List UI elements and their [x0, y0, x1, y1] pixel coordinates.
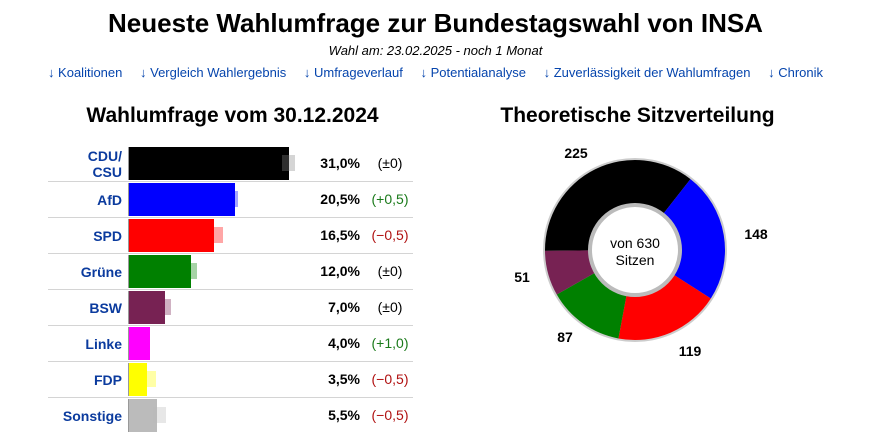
seat-count-label: 119	[679, 343, 702, 359]
poll-row: Sonstige 5,5% (−0,5)	[48, 398, 413, 433]
seat-count-label: 51	[514, 269, 530, 285]
poll-change-label: (−0,5)	[371, 407, 409, 423]
donut-center	[588, 203, 682, 297]
previous-value-marker	[224, 191, 238, 207]
bar-cell	[128, 183, 304, 216]
previous-value-marker	[142, 371, 156, 387]
nav-link-potentialanalyse[interactable]: ↓ Potentialanalyse	[420, 65, 526, 80]
poll-bar	[129, 147, 289, 180]
election-date-subtitle: Wahl am: 23.02.2025 - noch 1 Monat	[328, 43, 543, 58]
party-name-label[interactable]: Linke	[85, 335, 122, 352]
bar-cell	[128, 363, 304, 396]
bar-cell	[128, 219, 304, 252]
poll-bar	[129, 219, 214, 252]
poll-bar	[129, 255, 191, 288]
poll-row: AfD 20,5% (+0,5)	[48, 182, 413, 218]
nav-link-umfrageverlauf[interactable]: ↓ Umfrageverlauf	[303, 65, 403, 80]
poll-bar-chart: CDU/CSU 31,0% (±0) AfD 20,5% (+0,5) SPD 16,5% (−…	[48, 146, 413, 433]
poll-row: FDP 3,5% (−0,5)	[48, 362, 413, 398]
poll-change-label: (±0)	[377, 299, 403, 315]
party-name-label[interactable]: SPD	[93, 227, 122, 244]
donut-slice	[545, 159, 691, 251]
poll-change-label: (±0)	[377, 263, 403, 279]
donut-slice	[662, 179, 725, 299]
page-title: Neueste Wahlumfrage zur Bundestagswahl v…	[108, 8, 763, 38]
party-name-label[interactable]: CDU/CSU	[87, 147, 122, 180]
poll-value-label: 3,5%	[328, 371, 360, 387]
party-name-label[interactable]: BSW	[89, 299, 122, 316]
poll-chart-title: Wahlumfrage vom 30.12.2024	[86, 104, 379, 127]
poll-change-label: (+1,0)	[371, 335, 409, 351]
poll-bar	[129, 363, 147, 396]
poll-change-label: (−0,5)	[371, 227, 409, 243]
poll-bar	[129, 291, 166, 324]
nav-link-koalitionen[interactable]: ↓ Koalitionen	[47, 65, 123, 80]
nav-link-zuverlaessigkeit[interactable]: ↓ Zuverlässigkeit der Wahlumfragen	[543, 65, 751, 80]
poll-value-label: 5,5%	[328, 407, 360, 423]
party-name-label[interactable]: FDP	[94, 371, 122, 388]
poll-row: Linke 4,0% (+1,0)	[48, 326, 413, 362]
party-name-label[interactable]: AfD	[97, 191, 122, 208]
poll-bar	[129, 327, 150, 360]
nav-link-chronik[interactable]: ↓ Chronik	[768, 65, 824, 80]
poll-row: BSW 7,0% (±0)	[48, 290, 413, 326]
previous-value-marker	[152, 407, 166, 423]
section-nav: ↓ Koalitionen ↓ Vergleich Wahlergebnis ↓…	[0, 65, 871, 80]
party-name-label[interactable]: Sonstige	[62, 407, 122, 424]
poll-value-label: 12,0%	[320, 263, 360, 279]
party-name-label[interactable]: Grüne	[80, 263, 122, 280]
donut-slice	[618, 274, 711, 341]
seat-count-label: 87	[557, 329, 573, 345]
donut-center-label: Sitzen	[616, 252, 655, 268]
poll-value-label: 31,0%	[320, 155, 360, 171]
poll-change-label: (+0,5)	[371, 191, 409, 207]
previous-value-marker	[281, 155, 295, 171]
poll-value-label: 20,5%	[320, 191, 360, 207]
bar-cell	[128, 291, 304, 324]
donut-center-label: von 630	[610, 235, 660, 251]
seat-count-label: 225	[564, 145, 588, 161]
poll-bar	[129, 183, 235, 216]
previous-value-marker	[183, 263, 197, 279]
nav-link-vergleich[interactable]: ↓ Vergleich Wahlergebnis	[140, 65, 287, 80]
poll-bar	[129, 399, 158, 432]
poll-value-label: 7,0%	[328, 299, 360, 315]
poll-change-label: (±0)	[377, 155, 403, 171]
donut-slice	[545, 250, 596, 295]
previous-value-marker	[209, 227, 223, 243]
poll-value-label: 4,0%	[328, 335, 360, 351]
bar-cell	[128, 399, 304, 432]
poll-row: SPD 16,5% (−0,5)	[48, 218, 413, 254]
previous-value-marker	[158, 299, 172, 315]
previous-value-marker	[137, 335, 151, 351]
poll-change-label: (−0,5)	[371, 371, 409, 387]
seat-chart-title: Theoretische Sitzverteilung	[500, 104, 775, 127]
poll-value-label: 16,5%	[320, 227, 360, 243]
bar-cell	[128, 327, 304, 360]
poll-row: Grüne 12,0% (±0)	[48, 254, 413, 290]
poll-row: CDU/CSU 31,0% (±0)	[48, 146, 413, 182]
bar-cell	[128, 255, 304, 288]
bar-cell	[128, 147, 304, 180]
seat-count-label: 148	[744, 226, 768, 242]
